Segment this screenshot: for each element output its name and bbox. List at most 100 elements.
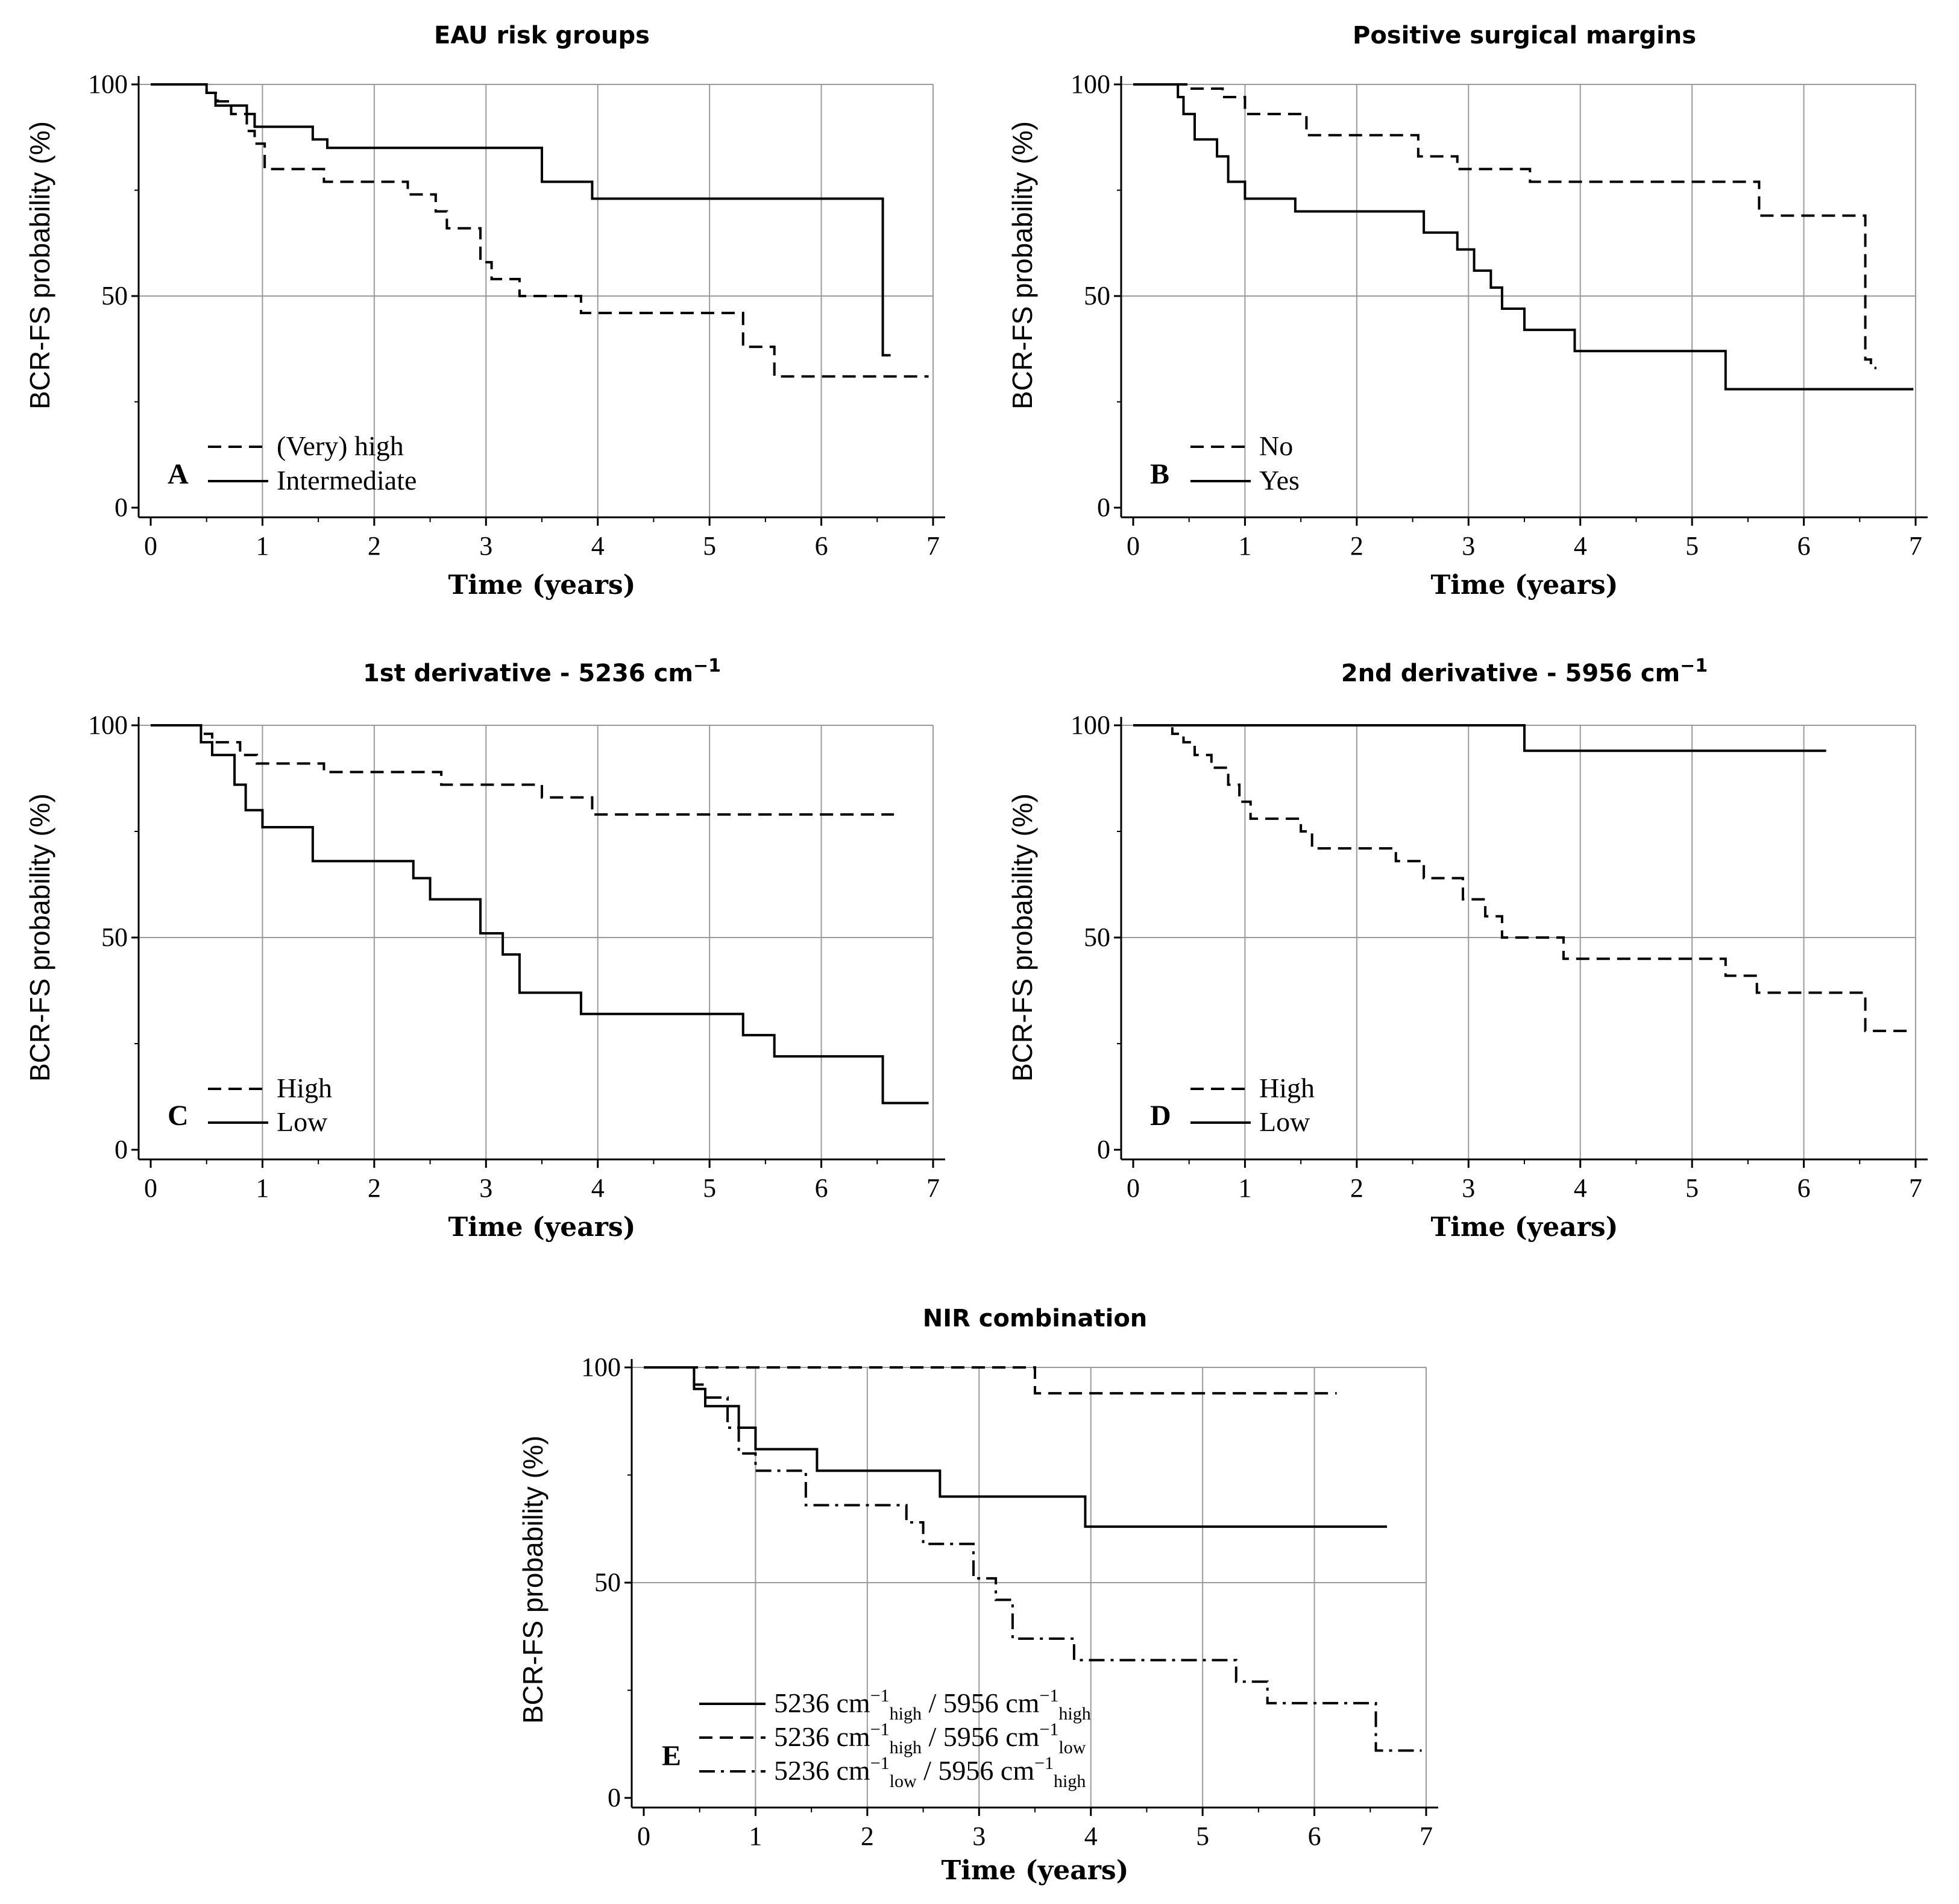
panel-d: 0 1 2 3 4 5 6 7 0 50 100 2nd derivative - 5956 cm−1… [1007,655,1928,1243]
y-tick-label: 0 [115,493,128,522]
panel-c-y-label: BCR-FS probability (%) [24,793,55,1082]
x-tick-label: 1 [256,1173,269,1203]
panel-a-y-label: BCR-FS probability (%) [24,121,55,409]
panel-e-series-2 [644,1366,1337,1395]
x-tick-label: 0 [1127,531,1140,561]
panel-c-grid [139,725,934,1159]
x-tick-label: 5 [1685,1173,1699,1203]
x-tick-label: 5 [1685,531,1699,561]
panel-a-title: EAU risk groups [434,22,650,49]
panel-c-series-1 [151,724,895,816]
panel-e-legend-label: 5236 cm−1high / 5956 cm−1low [774,1720,1086,1757]
panel-b-legend-label: No [1259,430,1293,461]
panel-b-title: Positive surgical margins [1353,22,1696,49]
panel-b-grid [1121,84,1916,517]
x-tick-label: 6 [815,1173,828,1203]
panel-d-series-2 [1133,724,1826,752]
y-tick-label: 50 [1084,922,1110,952]
panel-c: 0 1 2 3 4 5 6 7 0 50 100 1st derivative - 5236 cm−1… [24,655,945,1243]
x-tick-label: 7 [926,1173,940,1203]
x-tick-label: 4 [591,1173,605,1203]
panel-d-series-1 [1133,724,1914,1032]
panel-d-letter: D [1150,1100,1171,1132]
panel-d-legend-label: Low [1259,1106,1310,1137]
x-tick-label: 1 [1238,1173,1251,1203]
panel-c-title: 1st derivative - 5236 cm−1 [363,655,721,687]
y-tick-label: 0 [608,1783,621,1812]
y-tick-label: 100 [88,710,128,740]
panel-b-letter: B [1150,458,1169,490]
panel-c-legend-label: Low [277,1106,328,1137]
x-tick-label: 1 [256,531,269,561]
panel-e-y-label: BCR-FS probability (%) [517,1436,549,1724]
panel-e-letter: E [662,1740,681,1772]
x-tick-label: 5 [1196,1821,1209,1851]
x-tick-label: 3 [1462,1173,1475,1203]
x-tick-label: 4 [1574,531,1587,561]
panel-c-legend-label: High [277,1073,332,1103]
panel-e-series-3 [644,1366,1422,1752]
panel-e: 0 1 2 3 4 5 6 7 0 50 100 NIR combination Time (years… [517,1305,1438,1886]
y-tick-label: 100 [88,69,128,99]
x-tick-label: 5 [703,531,716,561]
panel-c-x-label: Time (years) [448,1212,636,1243]
panel-a-letter: A [168,458,189,490]
x-tick-label: 4 [1084,1821,1098,1851]
x-tick-label: 4 [591,531,605,561]
x-tick-label: 2 [368,1173,381,1203]
panel-b-legend-label: Yes [1259,465,1300,496]
panel-e-legend-label: 5236 cm−1high / 5956 cm−1high [774,1686,1091,1724]
y-tick-label: 50 [101,922,128,952]
panel-d-x-label: Time (years) [1431,1212,1618,1243]
panel-e-legend-label: 5236 cm−1low / 5956 cm−1high [774,1753,1086,1791]
y-tick-label: 100 [1071,69,1110,99]
panel-e-x-label: Time (years) [942,1855,1129,1886]
x-tick-label: 6 [1797,531,1811,561]
panel-a-x-label: Time (years) [448,570,636,601]
y-tick-label: 50 [101,281,128,311]
panel-b-x-label: Time (years) [1431,570,1618,601]
panel-a-series-1 [151,83,929,378]
panel-e-title: NIR combination [923,1305,1148,1332]
panel-b-series-2 [1133,83,1914,391]
x-tick-label: 6 [815,531,828,561]
x-tick-label: 6 [1797,1173,1811,1203]
x-tick-label: 1 [749,1821,762,1851]
panel-c-letter: C [168,1100,189,1132]
x-tick-label: 5 [703,1173,716,1203]
panel-a-legend-label: (Very) high [277,430,404,461]
panel-a: 0 1 2 3 4 5 6 7 0 50 100 EAU risk groups Time (years… [24,22,945,601]
panel-e-grid [632,1367,1427,1808]
x-tick-label: 6 [1308,1821,1321,1851]
panel-d-legend-label: High [1259,1073,1315,1103]
x-tick-label: 3 [1462,531,1475,561]
x-tick-label: 2 [1350,1173,1363,1203]
panel-e-series-1 [644,1366,1388,1528]
x-tick-label: 7 [1420,1821,1433,1851]
panel-b: 0 1 2 3 4 5 6 7 0 50 100 Positive surgical margins T… [1007,22,1928,601]
panel-d-title: 2nd derivative - 5956 cm−1 [1341,655,1708,687]
x-tick-label: 2 [861,1821,874,1851]
panel-b-series-1 [1133,83,1877,370]
x-tick-label: 7 [1909,1173,1922,1203]
panel-a-legend-label: Intermediate [277,465,417,496]
y-tick-label: 0 [115,1135,128,1164]
panel-a-series-2 [151,83,891,357]
panel-b-y-label: BCR-FS probability (%) [1007,121,1038,409]
y-tick-label: 50 [594,1568,621,1597]
x-tick-label: 3 [479,1173,492,1203]
x-tick-label: 4 [1574,1173,1587,1203]
y-tick-label: 100 [581,1352,621,1382]
panel-d-y-label: BCR-FS probability (%) [1007,793,1038,1082]
panel-a-grid [139,84,934,517]
y-tick-label: 0 [1097,1135,1110,1164]
y-tick-label: 0 [1097,493,1110,522]
x-tick-label: 0 [144,1173,157,1203]
x-tick-label: 7 [926,531,940,561]
x-tick-label: 0 [637,1821,650,1851]
x-tick-label: 0 [1127,1173,1140,1203]
x-tick-label: 0 [144,531,157,561]
x-tick-label: 2 [368,531,381,561]
panel-c-series-2 [151,724,929,1105]
